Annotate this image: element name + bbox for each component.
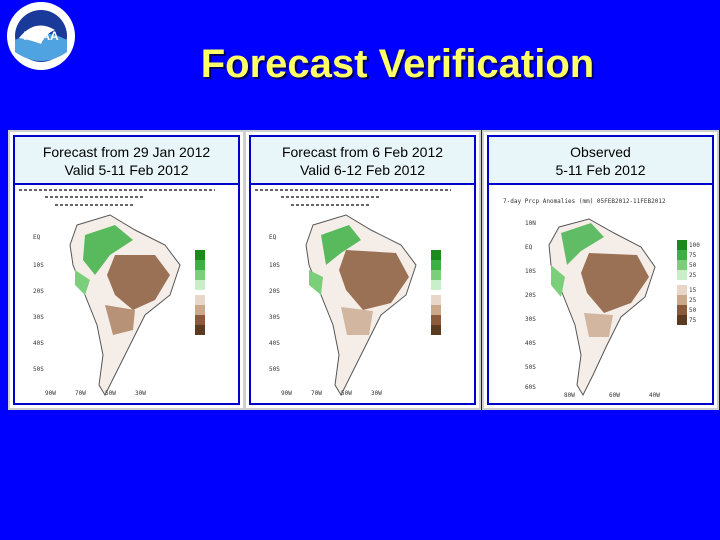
svg-text:75: 75 [689,317,697,324]
svg-text:90W: 90W [45,390,56,397]
svg-text:60S: 60S [525,384,536,391]
svg-text:50: 50 [689,307,697,314]
panel-caption: Observed 5-11 Feb 2012 [489,137,712,185]
forecast-map-1: EQ 10S 20S 30S 40S 50S 90W 70W 50W 30W [15,185,238,403]
svg-text:30S: 30S [525,316,536,323]
svg-text:50: 50 [689,262,697,269]
svg-text:EQ: EQ [525,244,533,251]
svg-text:70W: 70W [75,390,86,397]
svg-text:EQ: EQ [269,234,277,241]
caption-line-2: Valid 6-12 Feb 2012 [299,162,426,178]
svg-text:20S: 20S [269,288,280,295]
panel-caption: Forecast from 6 Feb 2012 Valid 6-12 Feb … [251,137,474,185]
svg-text:50W: 50W [341,390,352,397]
svg-text:10S: 10S [269,262,280,269]
forecast-map-2: EQ 10S 20S 30S 40S 50S 90W 70W 50W 30W [251,185,474,403]
observed-map: 7-day Prcp Anomalies (mm) 05FEB2012-11FE… [489,185,712,403]
svg-text:40S: 40S [269,340,280,347]
svg-text:40W: 40W [649,392,660,399]
caption-line-2: 5-11 Feb 2012 [555,162,646,178]
caption-line-2: Valid 5-11 Feb 2012 [64,162,189,178]
svg-text:30W: 30W [371,390,382,397]
observed-panel: Observed 5-11 Feb 2012 7-day Prcp Anomal… [482,130,719,410]
noaa-logo-icon: NOAA [7,2,75,70]
svg-text:30W: 30W [135,390,146,397]
svg-text:75: 75 [689,252,697,259]
svg-text:80W: 80W [564,392,575,399]
svg-text:60W: 60W [609,392,620,399]
svg-text:50S: 50S [525,364,536,371]
svg-text:20S: 20S [33,288,44,295]
svg-text:10S: 10S [525,268,536,275]
forecast-panel-1: Forecast from 29 Jan 2012 Valid 5-11 Feb… [8,130,245,410]
svg-text:15: 15 [689,287,697,294]
svg-text:30S: 30S [33,314,44,321]
svg-text:50W: 50W [105,390,116,397]
forecast-panel-2: Forecast from 6 Feb 2012 Valid 6-12 Feb … [244,130,481,410]
caption-line-1: Forecast from 6 Feb 2012 [281,144,444,160]
panel-caption: Forecast from 29 Jan 2012 Valid 5-11 Feb… [15,137,238,185]
svg-text:10N: 10N [525,220,536,227]
caption-line-1: Observed [570,144,631,160]
svg-text:50S: 50S [269,366,280,373]
svg-text:50S: 50S [33,366,44,373]
observed-map-title: 7-day Prcp Anomalies (mm) 05FEB2012-11FE… [503,198,666,205]
svg-text:40S: 40S [525,340,536,347]
svg-text:30S: 30S [269,314,280,321]
svg-text:25: 25 [689,272,697,279]
svg-text:20S: 20S [525,292,536,299]
svg-text:70W: 70W [311,390,322,397]
svg-text:25: 25 [689,297,697,304]
svg-text:100: 100 [689,242,700,249]
svg-text:NOAA: NOAA [23,29,59,43]
caption-line-1: Forecast from 29 Jan 2012 [42,144,211,160]
noaa-logo: NOAA [5,0,77,72]
svg-text:40S: 40S [33,340,44,347]
svg-text:90W: 90W [281,390,292,397]
svg-text:10S: 10S [33,262,44,269]
slide-title: Forecast Verification [200,42,595,86]
svg-text:EQ: EQ [33,234,41,241]
